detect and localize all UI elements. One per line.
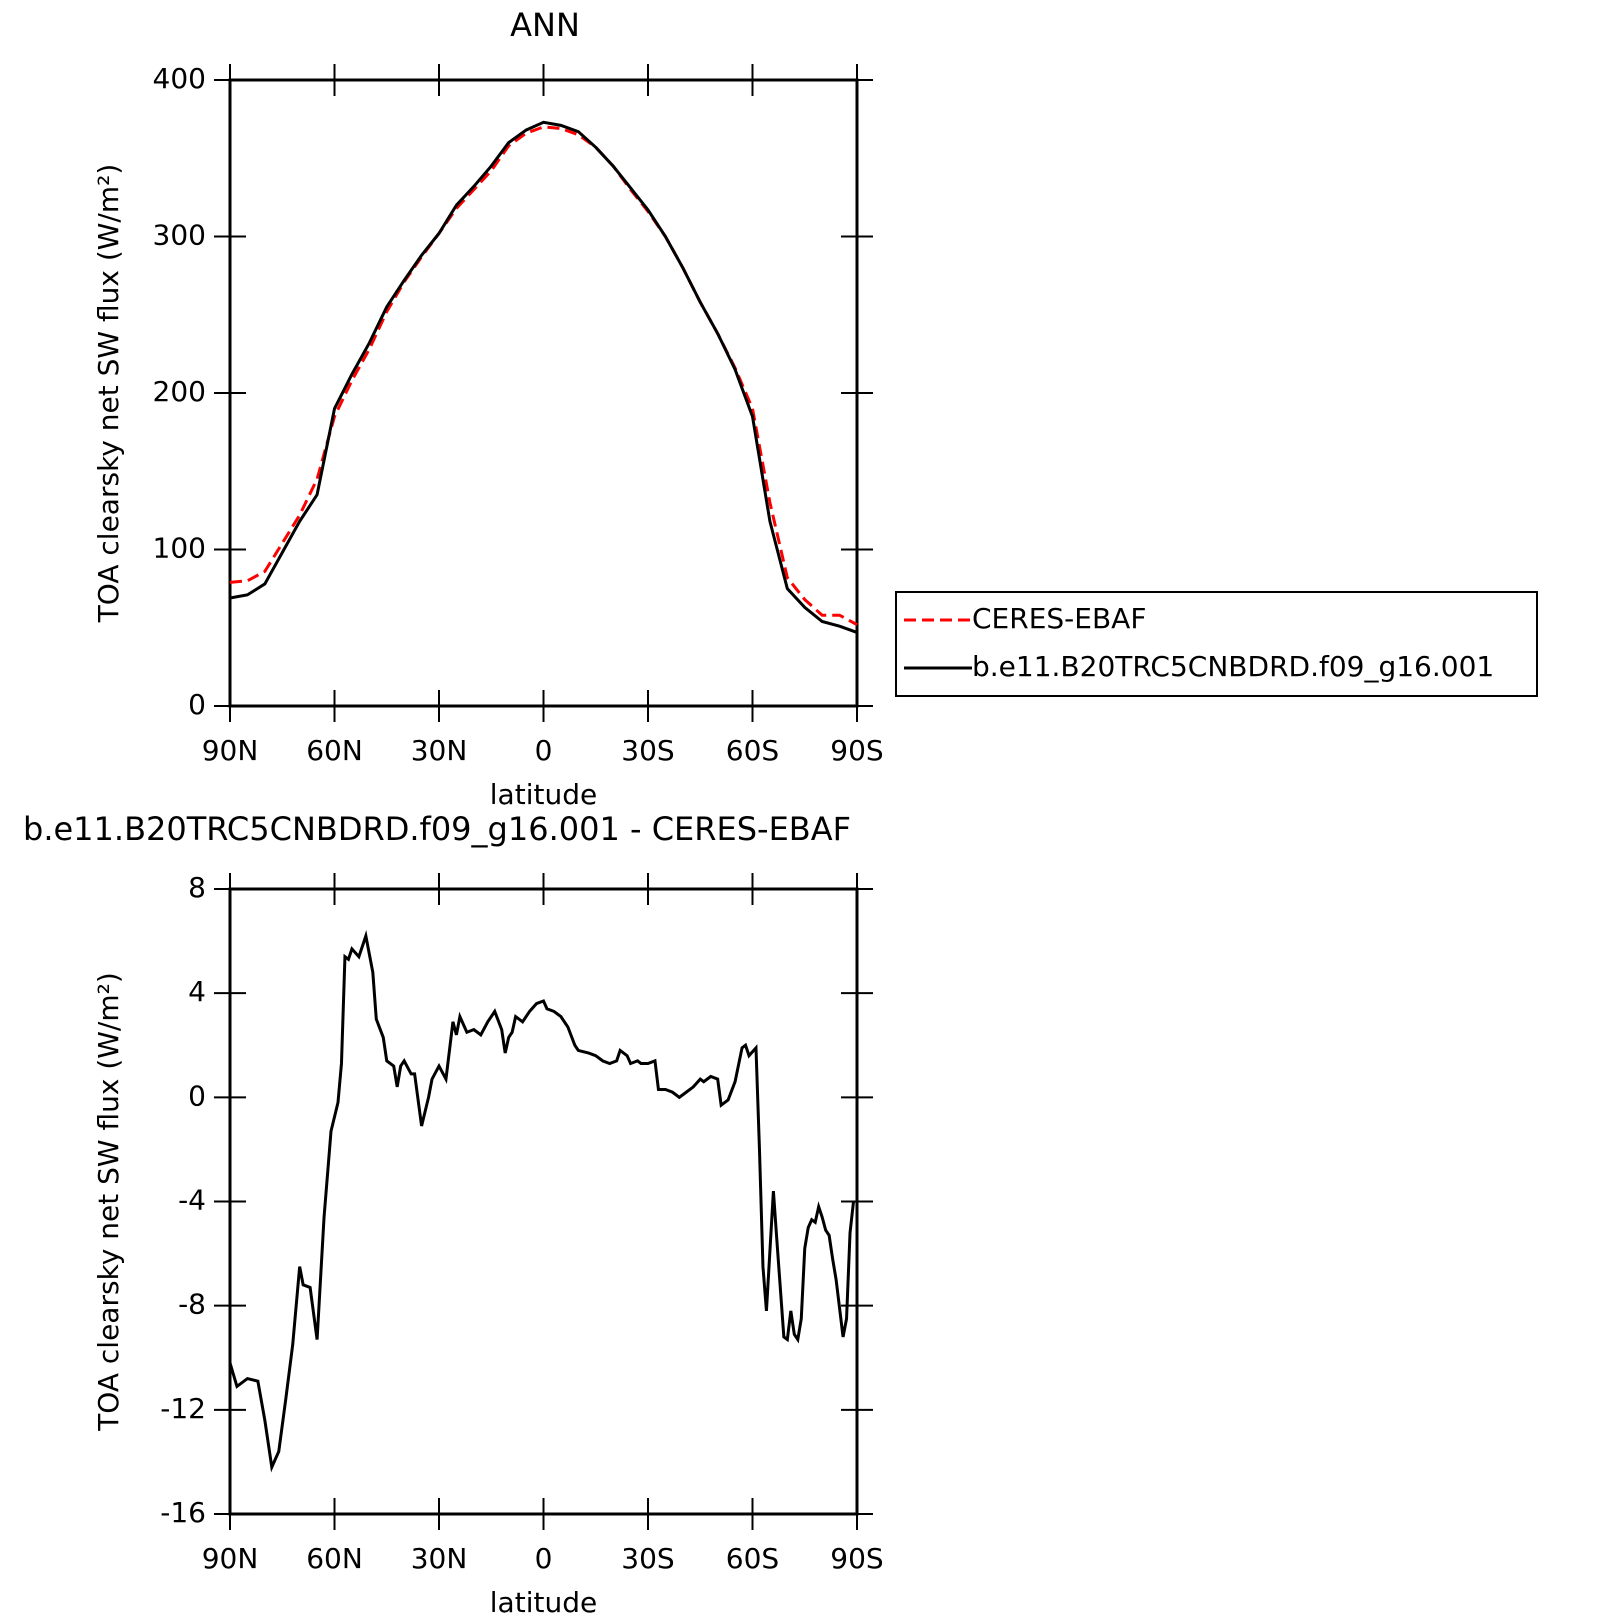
y-axis-label: TOA clearsky net SW flux (W/m²) [92,972,125,1432]
legend-label: b.e11.B20TRC5CNBDRD.f09_g16.001 [972,650,1494,683]
y-tick-label: 400 [153,62,206,95]
data-line [229,120,858,634]
y-tick-label: 0 [188,1079,206,1112]
x-tick-label: 90S [830,734,883,767]
legend-label: CERES-EBAF [972,602,1146,635]
y-tick-label: 4 [188,975,206,1008]
x-tick-label: 90N [202,734,259,767]
x-axis-label: latitude [490,778,597,811]
x-tick-label: 60N [306,1542,363,1575]
y-tick-label: 200 [153,375,206,408]
data-line [229,125,858,626]
x-tick-label: 30S [621,734,674,767]
x-tick-label: 0 [535,734,553,767]
legend-box [895,591,1538,697]
x-tick-label: 90S [830,1542,883,1575]
x-axis-label: latitude [490,1586,597,1619]
plot-frame [228,78,859,708]
y-tick-label: -4 [178,1184,206,1217]
x-tick-label: 30S [621,1542,674,1575]
x-tick-label: 30N [411,734,468,767]
chart-title: b.e11.B20TRC5CNBDRD.f09_g16.001 - CERES-… [23,810,851,848]
x-tick-label: 60S [726,1542,779,1575]
y-tick-label: 100 [153,532,206,565]
x-tick-label: 60N [306,734,363,767]
y-tick-label: -12 [160,1392,206,1425]
y-tick-label: -8 [178,1288,206,1321]
chart-title: ANN [510,6,580,44]
data-line [228,929,856,1473]
y-tick-label: -16 [160,1496,206,1529]
x-tick-label: 0 [535,1542,553,1575]
x-tick-label: 90N [202,1542,259,1575]
x-tick-label: 30N [411,1542,468,1575]
y-tick-label: 0 [188,688,206,721]
y-axis-label: TOA clearsky net SW flux (W/m²) [92,164,125,624]
y-tick-label: 8 [188,871,206,904]
x-tick-label: 60S [726,734,779,767]
y-tick-label: 300 [153,219,206,252]
